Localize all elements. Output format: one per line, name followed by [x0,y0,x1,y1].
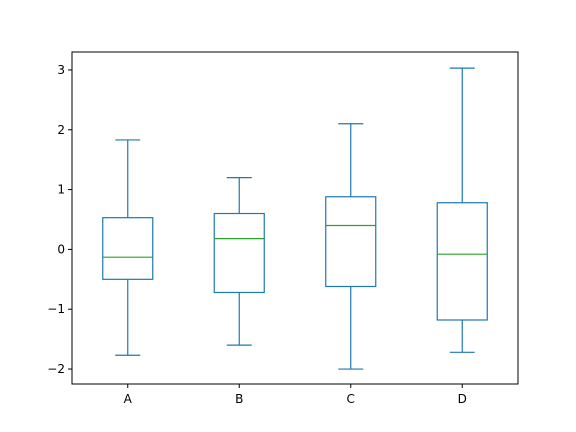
box-iqr [325,196,377,288]
box-iqr [436,202,488,321]
box-group-c [325,123,377,370]
y-tick-label: 2 [57,123,65,137]
y-tick-label: 0 [57,242,65,256]
box-group-b [213,177,265,346]
axes-frame [71,51,519,385]
y-tick-label: −2 [47,362,65,376]
x-tick-label: C [347,392,355,406]
box-group-d [436,67,488,353]
x-tick-label: D [458,392,467,406]
y-tick-label: 1 [57,183,65,197]
box-iqr [213,212,265,294]
x-axis: A B C D [124,384,467,406]
y-axis: −2 −1 0 1 2 3 [47,63,72,376]
plot-area [102,67,488,370]
box-group-a [102,139,154,356]
x-tick-label: A [124,392,133,406]
box-iqr [102,217,154,280]
y-tick-label: −1 [47,302,65,316]
x-tick-label: B [235,392,243,406]
y-tick-label: 3 [57,63,65,77]
